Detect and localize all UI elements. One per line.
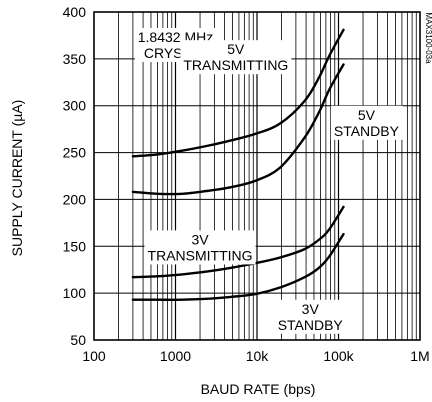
chart-code-label: MAX3100-03a: [424, 12, 432, 64]
series-line-3: [131, 205, 345, 279]
y-tick-label: 100: [63, 285, 87, 301]
x-tick-label: 1M: [410, 348, 429, 364]
y-tick-label: 250: [63, 145, 87, 161]
series-line-1: [131, 28, 345, 158]
series-line-2: [131, 63, 345, 196]
annotation-label: 5V STANDBY: [330, 105, 403, 140]
y-tick-label: 300: [63, 98, 87, 114]
annotation-label: 3V STANDBY: [274, 299, 347, 334]
y-tick-label: 150: [63, 238, 87, 254]
annotation-label: 3V TRANSMITTING: [144, 230, 256, 265]
y-axis-label: SUPPLY CURRENT (µA): [9, 100, 25, 257]
x-axis-label: BAUD RATE (bps): [201, 381, 316, 397]
plot-frame: [93, 11, 421, 341]
y-tick-label: 200: [63, 191, 87, 207]
x-tick-label: 1000: [160, 348, 191, 364]
x-tick-label: 100: [82, 348, 106, 364]
y-tick-label: 350: [63, 51, 87, 67]
annotation-label: 5V TRANSMITTING: [180, 40, 292, 75]
y-tick-label: 50: [70, 332, 86, 348]
x-tick-label: 10k: [246, 348, 270, 364]
x-tick-label: 100k: [323, 348, 354, 364]
y-tick-label: 400: [63, 4, 87, 20]
series-layer: [131, 28, 345, 301]
series-line-4: [131, 232, 345, 301]
